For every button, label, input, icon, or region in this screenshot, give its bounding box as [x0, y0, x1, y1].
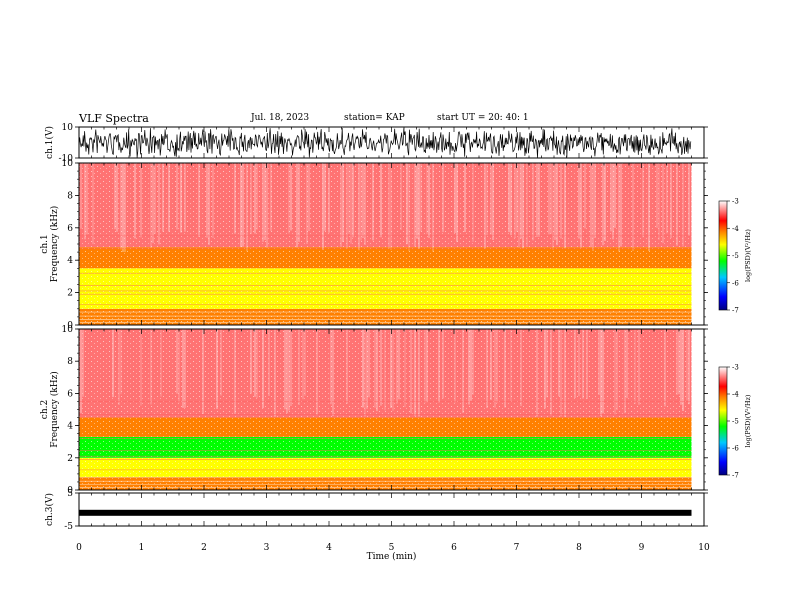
colorbar-label: log(PSD)(V²/Hz)	[744, 229, 752, 282]
spectrogram-speckle	[79, 329, 692, 490]
colorbar	[718, 366, 728, 476]
y-tick-label: 2	[67, 454, 73, 464]
y-axis-label: Frequency (kHz)	[49, 371, 60, 448]
x-tick-label: 8	[576, 543, 582, 553]
colorbar	[718, 200, 728, 311]
start-time-label: start UT = 20: 40: 1	[437, 113, 529, 123]
x-tick-label: 7	[514, 543, 520, 553]
colorbar-tick-label: -7	[732, 307, 739, 315]
y-tick-label: 0	[67, 321, 73, 331]
colorbar-tick-label: -6	[732, 279, 739, 287]
date-label: Jul. 18, 2023	[251, 113, 310, 123]
colorbar-tick-label: -6	[732, 445, 739, 453]
x-tick-label: 0	[76, 543, 82, 553]
ch3-waveform-trace	[79, 509, 692, 516]
ch3-waveform-panel: 5 -5 ch.3(V)	[44, 489, 708, 532]
y-tick-label: 10	[62, 159, 74, 169]
x-tick-label: 5	[389, 543, 395, 553]
colorbar-tick-label: -7	[732, 472, 739, 480]
y-tick-label: 5	[67, 489, 73, 499]
colorbar-tick-label: -5	[732, 252, 739, 260]
y-axis-label: Frequency (kHz)	[49, 206, 60, 283]
y-tick-label: -10	[59, 154, 74, 164]
y-axis-label: ch.1	[40, 234, 50, 253]
colorbar-tick-label: -4	[732, 391, 739, 399]
spectrogram-speckle	[79, 163, 692, 325]
x-tick-label: 2	[201, 543, 207, 553]
x-tick-label: 6	[451, 543, 457, 553]
colorbar-tick-label: -3	[732, 198, 739, 206]
colorbar-tick-label: -5	[732, 418, 739, 426]
y-axis-label: ch.1(V)	[44, 126, 55, 159]
x-tick-label: 10	[698, 543, 710, 553]
x-axis-label: Time (min)	[367, 551, 417, 562]
y-tick-label: -5	[64, 522, 73, 532]
y-tick-label: 0	[67, 486, 73, 496]
y-tick-label: 8	[67, 191, 73, 201]
y-tick-label: 6	[67, 224, 73, 234]
y-tick-label: 10	[62, 123, 74, 133]
y-tick-label: 8	[67, 357, 73, 367]
station-label: station= KAP	[344, 113, 405, 123]
ch1-spectrogram-panel: 0 2 4 6 8 10 ch.1 Frequency (kHz)	[40, 159, 708, 331]
y-axis-label: ch.3(V)	[44, 493, 55, 526]
x-tick-label: 4	[326, 543, 332, 553]
chart-title: VLF Spectra	[79, 112, 149, 125]
x-tick-label: 9	[639, 543, 645, 553]
ch1-waveform-trace	[78, 127, 692, 158]
colorbars: -3 -4 -5 -6 -7 log(PSD)(V²/Hz) -3 -4 -5 -6 -7 log(P…	[718, 198, 752, 480]
y-tick-label: 4	[67, 256, 73, 266]
y-tick-label: 2	[67, 289, 73, 299]
x-tick-label: 1	[139, 543, 145, 553]
y-tick-label: 10	[62, 325, 74, 335]
y-tick-label: 6	[67, 389, 73, 399]
colorbar-tick-label: -4	[732, 225, 739, 233]
colorbar-label: log(PSD)(V²/Hz)	[744, 394, 752, 447]
x-tick-label: 3	[264, 543, 270, 553]
colorbar-tick-label: -3	[732, 364, 739, 372]
ch1-waveform-panel: 10 -10 ch.1(V)	[44, 123, 708, 164]
ch2-spectrogram-panel: 0 2 4 6 8 10 ch.2 Frequency (kHz)	[40, 325, 708, 496]
y-tick-label: 4	[67, 422, 73, 432]
time-axis: 0 1 2 3 4 5 6 7 8 9 10 Time (min)	[76, 543, 710, 562]
y-axis-label: ch.2	[40, 400, 50, 419]
